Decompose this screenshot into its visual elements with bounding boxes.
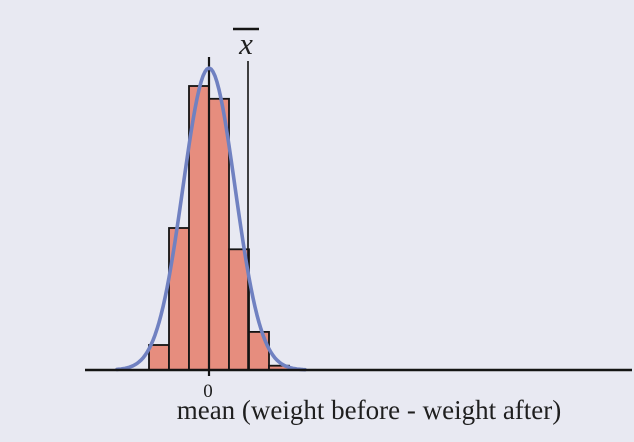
histogram-bar xyxy=(148,344,170,371)
zero-tick-label: 0 xyxy=(203,381,213,402)
histogram-bar xyxy=(248,330,270,371)
xbar-label: x xyxy=(238,26,253,61)
x-axis-label: mean (weight before - weight after) xyxy=(177,395,562,425)
histogram-bar xyxy=(208,97,230,371)
normal-curve xyxy=(115,66,307,372)
histogram-bars xyxy=(148,85,290,371)
